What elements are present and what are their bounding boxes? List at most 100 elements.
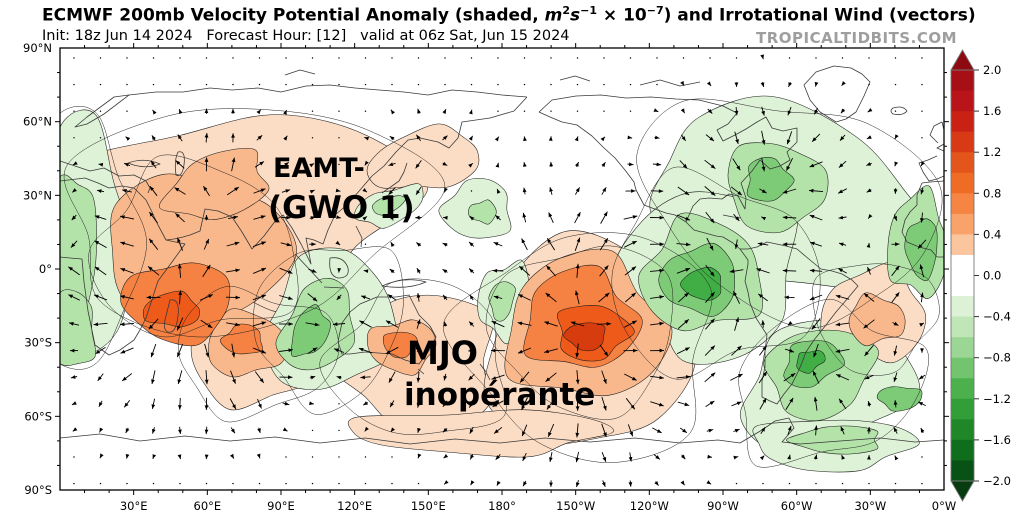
axis-label: 90°S (24, 483, 52, 497)
axis-label: 2.0 (983, 63, 1001, 77)
contour-line (178, 286, 340, 423)
contour-line (738, 299, 929, 468)
axis-label: −1.6 (983, 433, 1011, 447)
coastline (323, 286, 345, 289)
axis-label: 60°S (24, 409, 52, 423)
axis-label: 0.4 (983, 227, 1001, 241)
axis-label: 30°S (24, 336, 52, 350)
init-forecast-valid-line: Init: 18z Jun 14 2024 Forecast Hour: [12… (42, 28, 570, 44)
anomaly-shading (159, 148, 270, 221)
anomaly-shading (904, 218, 938, 281)
axis-label: 1.6 (983, 104, 1001, 118)
wind-vectors (68, 54, 927, 488)
map-annotation-3: MJO (407, 334, 478, 372)
coastline (174, 151, 185, 176)
anomaly-shading (371, 195, 406, 216)
axis-label: 0° (39, 262, 52, 276)
coastline (381, 162, 408, 194)
coastline (538, 94, 738, 114)
coastline (803, 65, 871, 123)
contour-line (253, 246, 404, 415)
coastline (329, 257, 349, 279)
anomaly-shading (796, 350, 826, 374)
axis-label: 180° (488, 499, 516, 513)
contour-line (812, 263, 940, 376)
anomaly-shading (142, 290, 200, 328)
coastline (127, 159, 161, 168)
axis-label: 0°W (932, 499, 956, 513)
contour-line (611, 166, 821, 380)
axis-label: −0.8 (983, 351, 1011, 365)
anomaly-shading (680, 266, 722, 301)
anomaly-shading (366, 123, 480, 189)
axis-label: 150°W (556, 499, 595, 513)
coastline (60, 160, 151, 194)
tropicaltidbits-watermark: TROPICALTIDBITS.COM (756, 29, 957, 47)
colorbar: 2.0 1.6 1.2 0.8 0.4 0.0 −0.4 −0.8 −1.2 −1.6 −2.0 (950, 49, 1011, 502)
axis-label: 90°E (267, 499, 295, 513)
anomaly-shading (848, 292, 906, 347)
contour-line (485, 245, 674, 420)
coastline (901, 180, 944, 258)
axis-label: 60°W (781, 499, 813, 513)
axis-label: 1.2 (983, 145, 1001, 159)
coastline (417, 368, 425, 375)
axis-label: 60°E (194, 499, 222, 513)
contour-line (60, 106, 147, 370)
coastline (639, 79, 701, 87)
anomaly-shading (563, 322, 606, 352)
coastline (165, 96, 528, 265)
anomaly-shading (60, 289, 96, 366)
axis-label: −0.4 (983, 310, 1011, 324)
coastline (164, 299, 179, 333)
contour-line (88, 154, 299, 338)
axis-label: 90°W (707, 499, 739, 513)
anomaly-shading (347, 409, 614, 458)
contour-line (636, 98, 943, 329)
coastline (929, 121, 944, 144)
coastline (936, 143, 944, 152)
anomaly-shading (488, 281, 516, 322)
coastline (479, 363, 491, 381)
axis-label: 30°W (854, 499, 886, 513)
chart-title: ECMWF 200mb Velocity Potential Anomaly (… (42, 4, 976, 26)
map-annotation-2: (GWO 1) (268, 190, 415, 226)
map-annotation-1: EAMT- (273, 153, 365, 184)
coastline (739, 241, 859, 405)
coastline (284, 69, 316, 76)
anomaly-shading (468, 199, 497, 225)
coastline (337, 294, 437, 365)
anomaly-shading (220, 323, 263, 355)
axis-label: 90°N (23, 41, 52, 55)
coastline (559, 75, 591, 82)
map-annotation-4: inopérante (404, 377, 596, 413)
coastline (918, 155, 944, 182)
axis-label: 0.8 (983, 186, 1001, 200)
axis-label: 60°N (23, 115, 52, 129)
coastline (538, 111, 701, 223)
coastline (60, 417, 944, 445)
anomaly-shading (382, 331, 419, 359)
coastline (685, 221, 741, 250)
axis-label: 30°E (120, 499, 148, 513)
contour-line (63, 108, 446, 338)
axis-label: 120°E (337, 499, 372, 513)
axis-label: 120°W (630, 499, 669, 513)
axis-label: −2.0 (983, 474, 1011, 488)
coastline (890, 106, 908, 115)
map-field (60, 48, 944, 490)
coastline (128, 84, 528, 98)
axis-label: −1.2 (983, 392, 1011, 406)
axis-label: 30°N (23, 188, 52, 202)
coastline (699, 112, 798, 210)
coastline (381, 279, 427, 288)
contour-line (443, 232, 713, 463)
axis-label: 0.0 (983, 269, 1001, 283)
anomaly-shading (746, 157, 795, 202)
contour-line (319, 278, 507, 435)
coastline (355, 225, 363, 248)
coastline (60, 177, 186, 356)
axis-label: 150°E (411, 499, 446, 513)
